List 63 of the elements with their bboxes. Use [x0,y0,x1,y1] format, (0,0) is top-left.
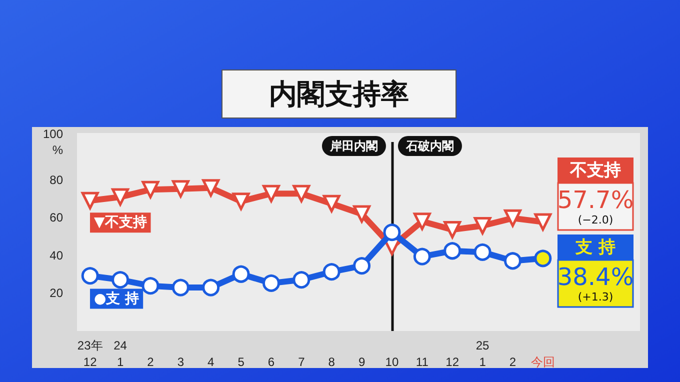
x-tick-label: 10 [385,355,399,369]
point [262,184,280,202]
x-tick-label: 6 [268,355,275,369]
x-tick-label: 2 [147,355,154,369]
point [232,265,250,283]
point [383,224,401,242]
x-tick-label: 9 [358,355,366,369]
point [202,278,220,296]
x-tick-label: 2 [509,355,516,369]
point [142,277,160,295]
x-tick-label: 5 [238,355,245,369]
text: (+1.3) [578,290,614,304]
y-tick-label: 20 [50,286,64,300]
point [322,263,340,281]
text: (−2.0) [578,214,614,226]
x-tick-label: 8 [328,355,336,369]
point [322,194,340,212]
annotation: 岸田内閣 [328,139,378,153]
point [292,184,310,202]
point [112,188,130,206]
x-tick-label: 12 [446,355,460,369]
point [112,271,130,289]
y-tick-label: 80 [50,172,64,187]
point [474,216,492,234]
point [444,220,462,238]
data-label: 57.7% [557,186,634,214]
x-tick-label: 4 [208,355,214,369]
point [292,271,310,289]
point [353,205,371,223]
point [413,248,431,266]
annotation: 石破内閣 [404,139,454,153]
point [413,212,431,230]
point [474,243,492,261]
x-tick-label: 今回 [530,355,555,369]
y-tick-label: 40 [50,248,64,262]
y-tick-label: 100 % [42,127,64,157]
x-tick-label: 23年 12 [77,338,103,369]
annotation: ●支 持 [94,290,140,307]
point [534,250,552,268]
point [81,192,99,210]
point [81,267,99,285]
point [142,180,160,198]
data-label: 38.4% [557,263,634,291]
x-tick-label: 25 1 [476,338,490,369]
series-label: 支 持 [574,238,616,258]
point [504,252,522,270]
point [202,179,220,197]
chart-title: 内閣支持率 [269,78,409,110]
point [262,274,280,292]
point [353,257,371,275]
point [444,242,462,260]
point [504,209,522,227]
annotation: ▼不支持 [94,214,147,231]
text: 不支持 [569,160,621,180]
point [172,278,190,296]
x-tick-label: 24 1 [114,338,128,369]
x-tick-label: 11 [416,355,429,369]
point [534,213,552,231]
point [232,192,250,210]
y-tick-label: 60 [50,210,64,225]
x-tick-label: 7 [298,355,306,369]
x-tick-label: 3 [177,355,184,369]
point [172,180,190,198]
